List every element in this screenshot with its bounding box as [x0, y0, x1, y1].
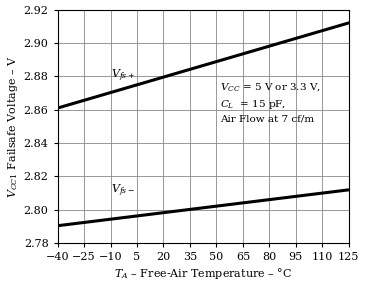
Y-axis label: $V_{CC1}$ Failsafe Voltage – V: $V_{CC1}$ Failsafe Voltage – V: [5, 55, 20, 198]
Text: $V_{fs-}$: $V_{fs-}$: [111, 183, 135, 199]
Text: $V_{CC}$ = 5 V or 3.3 V,
$C_L$  = 15 pF,
Air Flow at 7 cf/m: $V_{CC}$ = 5 V or 3.3 V, $C_L$ = 15 pF, …: [220, 81, 321, 123]
Text: $V_{fs+}$: $V_{fs+}$: [111, 67, 135, 84]
X-axis label: $T_A$ – Free-Air Temperature – °C: $T_A$ – Free-Air Temperature – °C: [114, 266, 292, 282]
